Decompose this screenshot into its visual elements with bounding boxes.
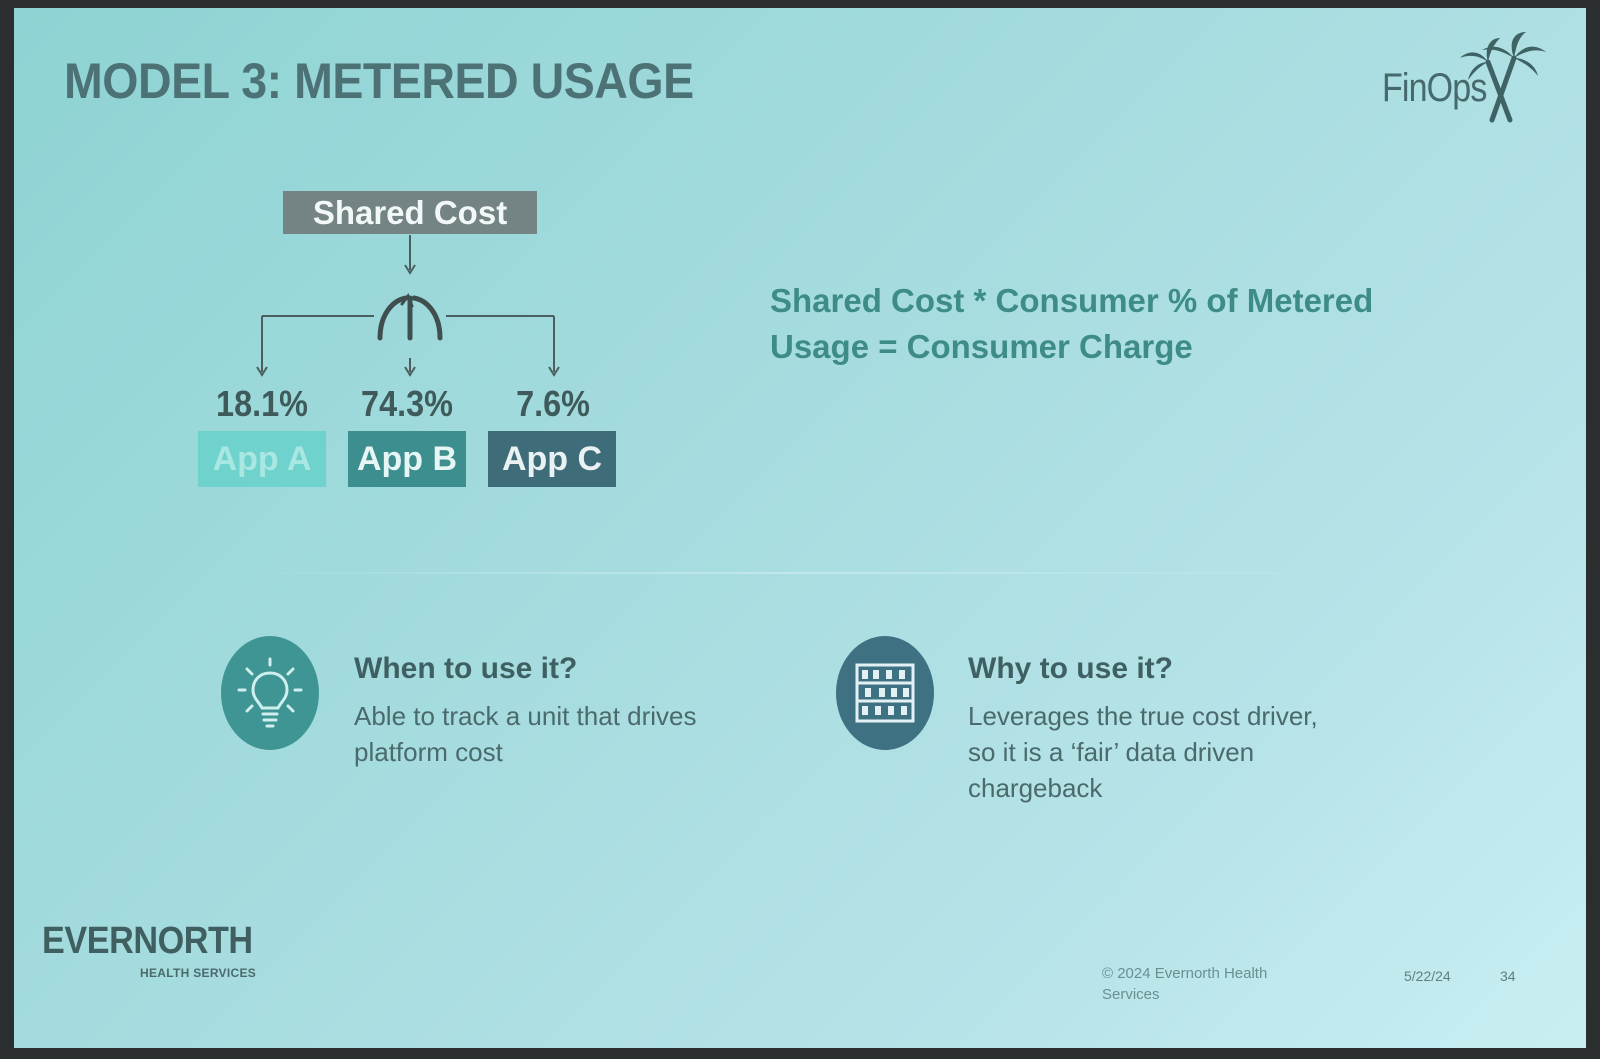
app-a-box: App A xyxy=(198,431,326,487)
formula-text: Shared Cost * Consumer % of Metered Usag… xyxy=(770,282,1374,365)
when-body: Able to track a unit that drives platfor… xyxy=(354,701,697,767)
shared-cost-box: Shared Cost xyxy=(283,191,537,234)
why-body: Leverages the true cost driver, so it is… xyxy=(968,701,1318,803)
app-b-percent: 74.3% xyxy=(361,383,453,424)
divider xyxy=(194,572,1394,574)
why-heading: Why to use it? xyxy=(968,652,1173,685)
page-number: 34 xyxy=(1500,968,1516,984)
evernorth-logo: EVERNORTH xyxy=(42,920,253,962)
allocation-flow-lines xyxy=(256,235,560,377)
app-b-box: App B xyxy=(348,431,466,487)
finops-logo: FinOps xyxy=(1372,28,1552,128)
app-c-percent: 7.6% xyxy=(516,383,590,424)
palm-tree-x-icon xyxy=(1460,32,1546,123)
slide: MODEL 3: METERED USAGE FinOps Shared Cos… xyxy=(14,8,1586,1048)
split-arrows-icon xyxy=(377,292,443,341)
app-c-box: App C xyxy=(488,431,616,487)
evernorth-logo-subtitle: HEALTH SERVICES xyxy=(140,966,257,980)
slide-title: MODEL 3: METERED USAGE xyxy=(64,53,694,109)
lightbulb-icon xyxy=(221,636,319,750)
when-heading: When to use it? xyxy=(354,652,578,685)
abacus-icon xyxy=(836,636,934,750)
app-a-percent: 18.1% xyxy=(216,383,308,424)
footer-copyright: © 2024 Evernorth Health Services xyxy=(1102,965,1268,1003)
footer-date: 5/22/24 xyxy=(1404,968,1451,984)
finops-logo-text: FinOps xyxy=(1382,66,1487,110)
